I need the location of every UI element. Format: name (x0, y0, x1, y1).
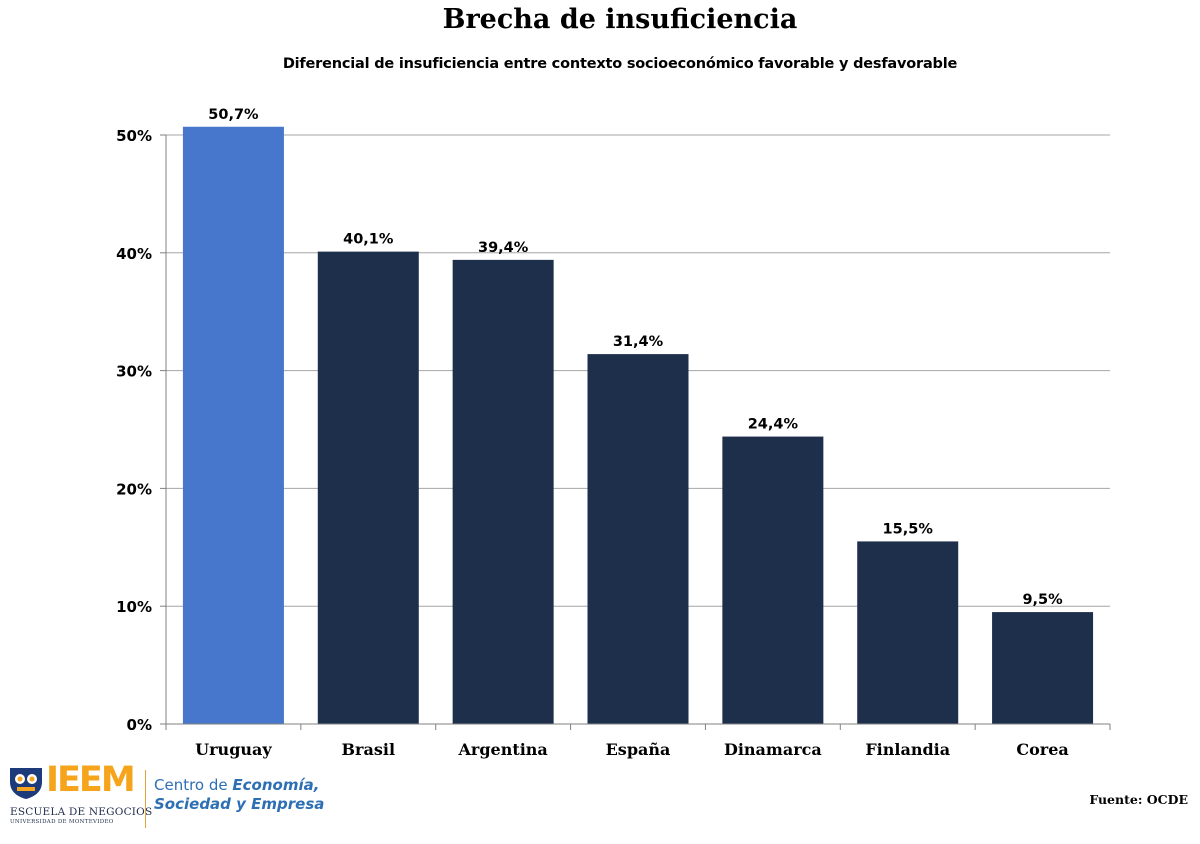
y-tick-label: 50% (116, 127, 152, 145)
x-tick-label: Argentina (457, 740, 547, 759)
data-label: 24,4% (748, 417, 799, 433)
data-label: 40,1% (343, 232, 394, 248)
y-tick-label: 20% (116, 480, 152, 498)
labels: 0% 10% 20% 30% 40% 50% 50,7% Uruguay 40,1% Brasil… (116, 107, 1069, 759)
bar-corea (992, 612, 1094, 724)
logo-school-name: ESCUELA DE NEGOCIOS (10, 806, 153, 818)
bar-chart: 0% 10% 20% 30% 40% 50% 50,7% Uruguay 40,1% Brasil… (116, 107, 1111, 759)
logo-center-line1: Centro de Economía, (154, 776, 319, 794)
source-note: Fuente: OCDE (1089, 792, 1188, 807)
y-tick-label: 40% (116, 245, 152, 263)
x-tick-label: España (606, 740, 671, 759)
chart-subtitle: Diferencial de insuficiencia entre conte… (282, 56, 958, 72)
bar-españa (587, 354, 689, 724)
x-tick-label: Brasil (342, 740, 395, 759)
x-tick-label: Uruguay (195, 740, 272, 759)
bar-argentina (452, 259, 554, 724)
logo-divider (145, 770, 146, 828)
bar-uruguay (182, 126, 284, 724)
y-tick-label: 10% (116, 598, 152, 616)
x-tick-label: Finlandia (865, 740, 950, 759)
y-tick-label: 30% (116, 363, 152, 381)
logo-university-name: UNIVERSIDAD DE MONTEVIDEO (10, 819, 114, 825)
logo-wordmark: IEEM (46, 760, 136, 800)
data-label: 50,7% (208, 107, 259, 123)
bars (182, 126, 1094, 724)
ieem-logo: IEEM ESCUELA DE NEGOCIOS UNIVERSIDAD DE … (8, 760, 328, 832)
data-label: 31,4% (613, 334, 664, 350)
axes (160, 134, 1111, 730)
logo-center-line2: Sociedad y Empresa (154, 795, 325, 813)
data-label: 15,5% (883, 521, 934, 537)
y-tick-label: 0% (127, 716, 152, 734)
x-tick-label: Corea (1016, 740, 1068, 759)
chart-title: Brecha de insuficiencia (442, 4, 798, 35)
logo-center-emphasis: Economía, (232, 776, 320, 794)
data-label: 39,4% (478, 240, 529, 256)
bar-finlandia (857, 541, 959, 724)
x-tick-label: Dinamarca (724, 740, 822, 759)
bar-brasil (317, 251, 419, 724)
bar-dinamarca (722, 436, 824, 724)
data-label: 9,5% (1022, 592, 1063, 608)
shield-icon (10, 768, 42, 799)
logo-center-prefix: Centro de (154, 776, 233, 794)
